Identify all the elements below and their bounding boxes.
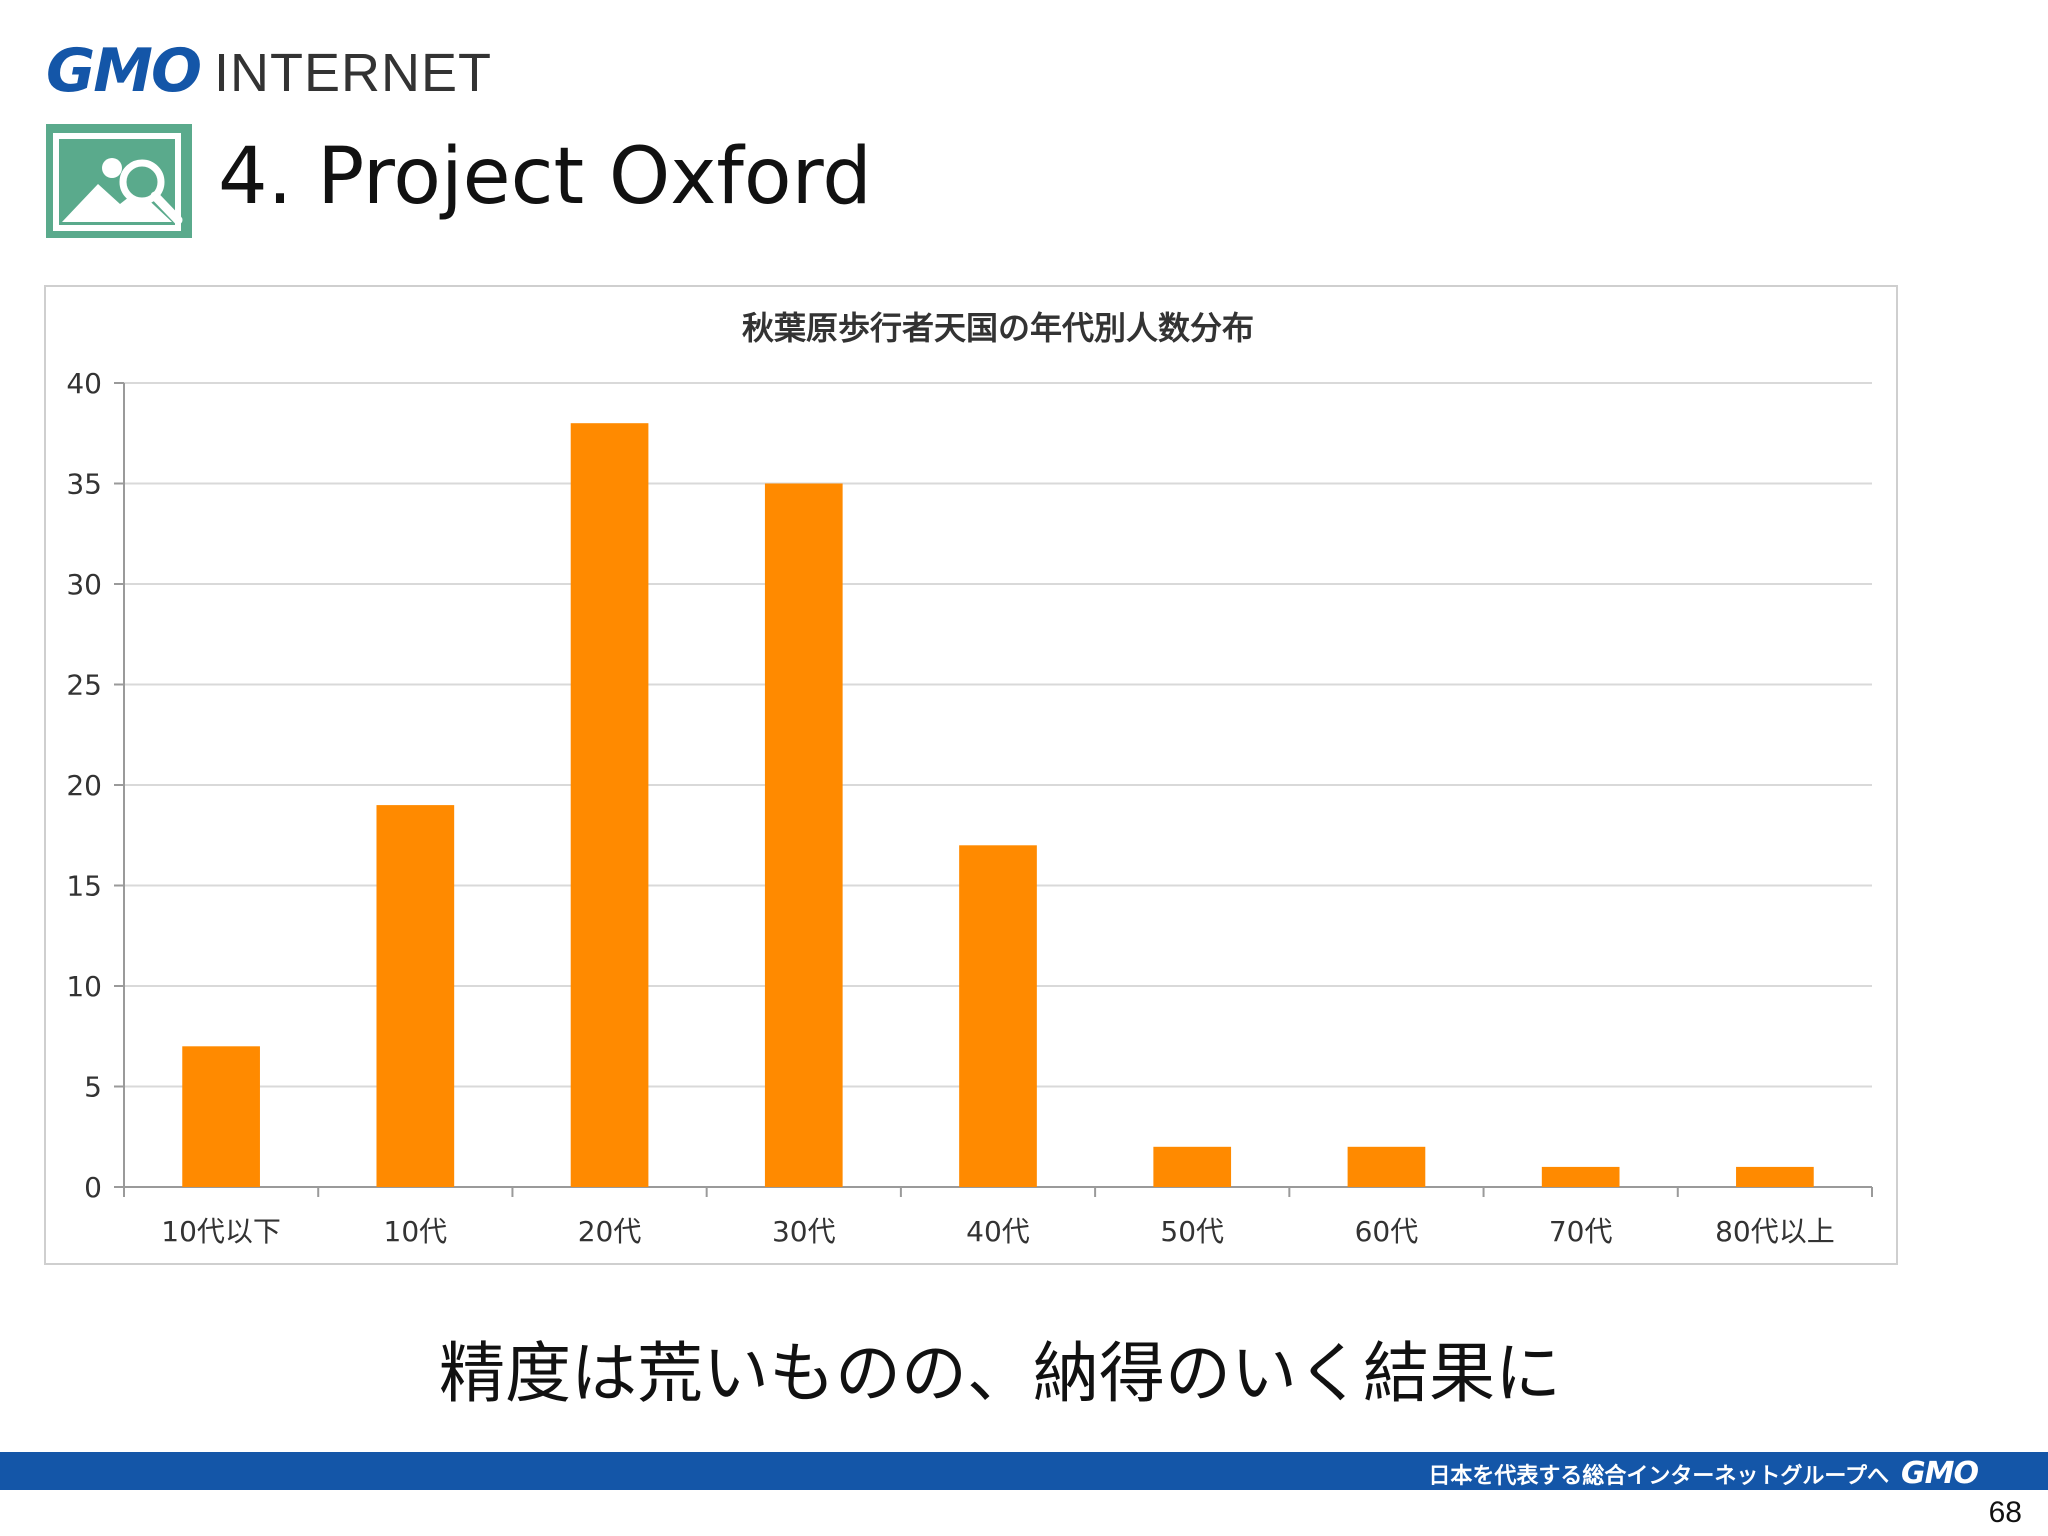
bar-30代 bbox=[764, 483, 843, 1187]
bar-80代以上 bbox=[1736, 1166, 1814, 1187]
bar-chart: 秋葉原歩行者天国の年代別人数分布 0 5 10 15 20 25 30 35 40 10代以下 10代… bbox=[44, 285, 1898, 1265]
bar-70代 bbox=[1541, 1166, 1620, 1187]
x-tick-label: 20代 bbox=[578, 1215, 642, 1248]
y-tick-label: 25 bbox=[66, 669, 102, 702]
logo-internet-text: INTERNET bbox=[213, 43, 492, 103]
y-tick-label: 35 bbox=[66, 468, 102, 501]
y-tick-label: 40 bbox=[66, 367, 102, 400]
bar-60代 bbox=[1347, 1146, 1426, 1187]
bar-40代 bbox=[959, 845, 1037, 1187]
x-tick-label: 60代 bbox=[1355, 1215, 1419, 1248]
footer-content: 日本を代表する総合インターネットグループへ GMO bbox=[1428, 1456, 1979, 1491]
y-tick-label: 10 bbox=[66, 970, 102, 1003]
x-tick-label: 80代以上 bbox=[1715, 1215, 1835, 1248]
y-tick-label: 20 bbox=[66, 769, 102, 802]
x-tick-label: 70代 bbox=[1549, 1215, 1613, 1248]
footer-logo: GMO bbox=[1901, 1456, 1979, 1491]
bar-10代以下 bbox=[182, 1046, 260, 1187]
slide-caption: 精度は荒いものの、納得のいく結果に bbox=[439, 1335, 1561, 1412]
x-tick-label: 50代 bbox=[1160, 1215, 1224, 1248]
x-tick-label: 10代 bbox=[384, 1215, 448, 1248]
image-search-icon bbox=[46, 124, 192, 238]
y-tick-label: 5 bbox=[84, 1071, 102, 1104]
logo-gmo-text: GMO bbox=[46, 36, 202, 106]
y-tick-label: 15 bbox=[66, 870, 102, 903]
x-tick-label: 40代 bbox=[966, 1215, 1030, 1248]
footer-slogan: 日本を代表する総合インターネットグループへ bbox=[1428, 1463, 1890, 1489]
footer-bar: 日本を代表する総合インターネットグループへ GMO bbox=[0, 1452, 2048, 1491]
chart-title: 秋葉原歩行者天国の年代別人数分布 bbox=[742, 309, 1254, 347]
slide-title: 4. Project Oxford bbox=[218, 132, 872, 222]
page-number: 68 bbox=[1988, 1496, 2022, 1529]
company-logo: GMO INTERNET bbox=[46, 36, 492, 106]
x-tick-label: 10代以下 bbox=[161, 1215, 281, 1248]
bar-50代 bbox=[1153, 1146, 1232, 1187]
y-tick-label: 0 bbox=[84, 1171, 102, 1204]
x-tick-label: 30代 bbox=[772, 1215, 836, 1248]
bar-chart-svg: 秋葉原歩行者天国の年代別人数分布 0 5 10 15 20 25 30 35 40 10代以下 10代… bbox=[66, 309, 1873, 1248]
y-tick-label: 30 bbox=[66, 568, 102, 601]
bar-10代 bbox=[376, 805, 455, 1187]
bar-20代 bbox=[570, 423, 649, 1187]
